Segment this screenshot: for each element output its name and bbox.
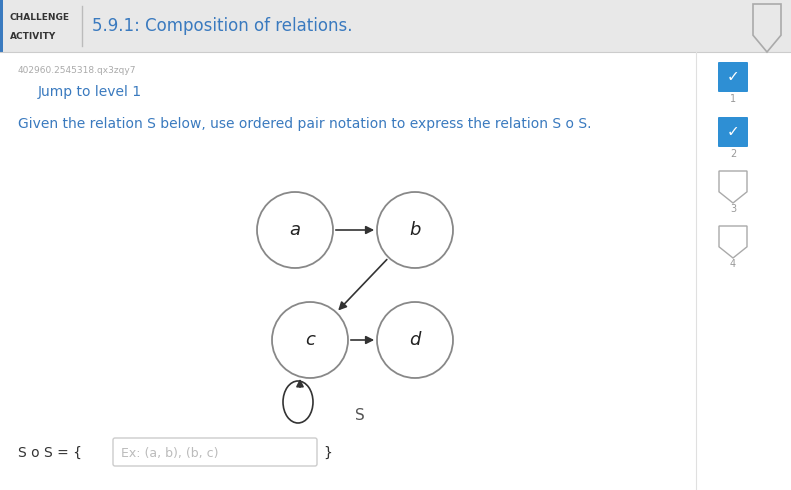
Bar bbox=[0, 0, 791, 52]
Circle shape bbox=[377, 192, 453, 268]
Text: 4: 4 bbox=[730, 259, 736, 269]
Text: Ex: (a, b), (b, c): Ex: (a, b), (b, c) bbox=[121, 446, 218, 460]
Text: b: b bbox=[409, 221, 421, 239]
Circle shape bbox=[377, 302, 453, 378]
Text: d: d bbox=[409, 331, 421, 349]
FancyBboxPatch shape bbox=[718, 62, 748, 92]
Text: 5.9.1: Composition of relations.: 5.9.1: Composition of relations. bbox=[92, 17, 353, 35]
Text: ✓: ✓ bbox=[727, 124, 740, 140]
Text: Given the relation S below, use ordered pair notation to express the relation S : Given the relation S below, use ordered … bbox=[18, 117, 592, 131]
Text: S o S = {: S o S = { bbox=[18, 446, 82, 460]
Text: Jump to level 1: Jump to level 1 bbox=[38, 85, 142, 99]
Text: a: a bbox=[290, 221, 301, 239]
Text: 1: 1 bbox=[730, 94, 736, 104]
Polygon shape bbox=[719, 171, 747, 203]
Text: 3: 3 bbox=[730, 204, 736, 214]
FancyBboxPatch shape bbox=[113, 438, 317, 466]
Text: 402960.2545318.qx3zqy7: 402960.2545318.qx3zqy7 bbox=[18, 66, 137, 74]
Text: CHALLENGE: CHALLENGE bbox=[10, 13, 70, 22]
Polygon shape bbox=[753, 4, 781, 52]
Circle shape bbox=[272, 302, 348, 378]
Text: 2: 2 bbox=[730, 149, 736, 159]
Text: S: S bbox=[355, 408, 365, 422]
Bar bbox=[0, 0, 3, 52]
Circle shape bbox=[257, 192, 333, 268]
Text: c: c bbox=[305, 331, 315, 349]
Text: }: } bbox=[323, 446, 332, 460]
Text: ✓: ✓ bbox=[727, 70, 740, 84]
Polygon shape bbox=[719, 226, 747, 258]
FancyBboxPatch shape bbox=[718, 117, 748, 147]
Text: ACTIVITY: ACTIVITY bbox=[10, 31, 56, 41]
